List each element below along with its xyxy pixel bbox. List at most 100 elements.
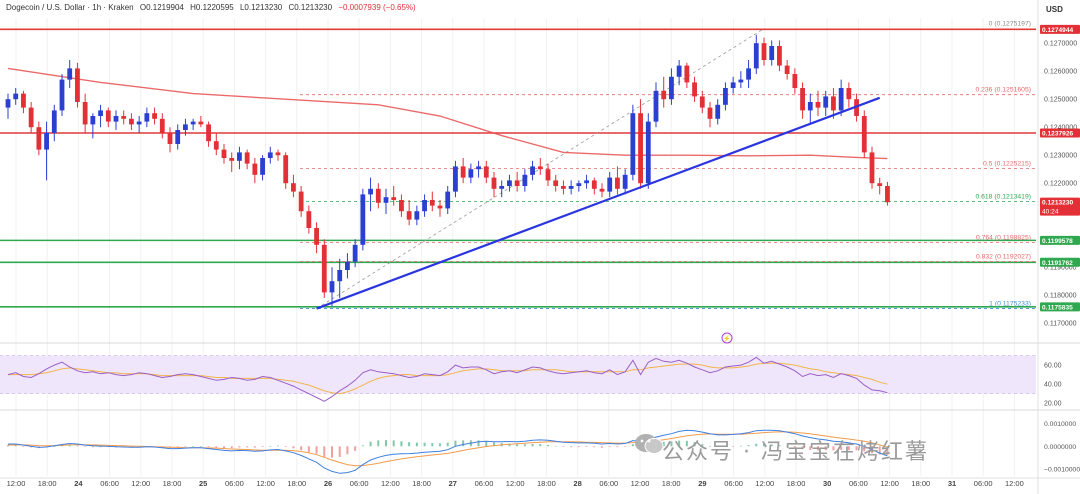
macd-histogram-bar (192, 446, 195, 447)
macd-histogram-bar (338, 446, 341, 458)
x-tick-label: 12:00 (880, 479, 899, 488)
candle-body (429, 200, 435, 206)
macd-histogram-bar (678, 440, 681, 447)
x-tick-label: 26 (324, 479, 332, 488)
candle-body (584, 180, 589, 184)
macd-histogram-bar (99, 446, 102, 448)
macd-histogram-bar (493, 442, 495, 447)
macd-histogram-bar (840, 446, 843, 450)
candle-body (476, 166, 481, 170)
macd-histogram-bar (292, 446, 295, 449)
macd-histogram-bar (547, 444, 549, 447)
macd-histogram-bar (886, 446, 889, 455)
x-tick-label: 18:00 (911, 479, 930, 488)
macd-histogram-bar (84, 446, 87, 447)
candle-body (213, 141, 219, 150)
candle-body (267, 152, 273, 158)
candle-body (622, 174, 628, 189)
candle-body (846, 88, 852, 100)
candle-body (5, 99, 11, 108)
candle-body (414, 211, 420, 220)
price-tag-label: 0.1237926 (1042, 131, 1074, 138)
rsi-tick-label: 60.00 (1044, 363, 1062, 370)
candle-body (260, 158, 265, 175)
candle-body (298, 191, 304, 212)
candle-body (638, 113, 643, 184)
candle-body (244, 152, 250, 164)
macd-histogram-bar (593, 446, 596, 448)
candle-body (98, 110, 103, 116)
x-tick-label: 06:00 (849, 479, 868, 488)
x-tick-label: 27 (449, 479, 457, 488)
price-tag (1040, 128, 1080, 138)
candle-body (568, 186, 574, 189)
price-tag-label: 0.1274944 (1042, 27, 1074, 34)
macd-histogram-bar (22, 446, 25, 447)
candle-body (337, 270, 343, 282)
fib-level-label: 1 (0.1175233) (989, 301, 1031, 308)
candle-body (514, 180, 520, 186)
candle-body (669, 76, 674, 100)
y-tick-label: 0.1250000 (1044, 97, 1077, 104)
macd-histogram-bar (601, 446, 603, 448)
macd-histogram-bar (824, 446, 827, 451)
candle-body (769, 46, 775, 60)
candle-body (468, 169, 474, 178)
candle-body (229, 158, 235, 161)
candle-body (206, 124, 211, 142)
ohlc-low: L0.1213230 (239, 3, 283, 12)
candle-body (113, 116, 119, 122)
macd-histogram-bar (369, 441, 372, 447)
candle-body (653, 90, 659, 122)
candle-body (105, 110, 111, 122)
x-tick-label: 12:00 (131, 479, 150, 488)
candle-body (607, 177, 613, 192)
macd-histogram-bar (793, 446, 796, 448)
wechat-icon (635, 434, 664, 454)
macd-histogram-bar (693, 442, 696, 447)
x-tick-label: 06:00 (974, 479, 993, 488)
fib-level-label: 0.5 (0.1225215) (983, 161, 1031, 168)
ohlc-change: −0.0007939 (−0.65%) (338, 3, 416, 12)
candle-body (715, 104, 721, 119)
macd-histogram-bar (277, 445, 279, 447)
macd-histogram-bar (701, 444, 704, 447)
candle-body (561, 186, 566, 189)
macd-histogram-bar (76, 445, 79, 447)
symbol-title: Dogecoin / U.S. Dollar · 1h · Kraken (6, 3, 134, 12)
candle-body (545, 169, 551, 181)
macd-histogram-bar (516, 444, 519, 447)
candle-body (144, 113, 150, 122)
candle-body (483, 166, 489, 178)
macd-histogram-bar (608, 446, 611, 447)
macd-histogram-bar (400, 441, 403, 447)
price-tag-label: 0.1191762 (1042, 260, 1073, 267)
macd-histogram-bar (261, 446, 264, 447)
x-tick-label: 30 (823, 479, 831, 488)
fib-level-label: 0.764 (0.1198825) (976, 234, 1031, 241)
candle-body (661, 90, 667, 100)
candle-body (522, 174, 528, 186)
x-tick-label: 18:00 (287, 479, 306, 488)
candle-body (460, 166, 466, 178)
candle-body (499, 186, 505, 189)
macd-histogram-bar (215, 446, 218, 448)
candle-body (190, 121, 196, 125)
macd-histogram-bar (832, 446, 835, 451)
candle-body (59, 79, 65, 111)
y-tick-label: 0.1170000 (1044, 321, 1077, 328)
x-tick-label: 24 (74, 479, 83, 488)
macd-tick-label: 0.0000000 (1044, 444, 1076, 451)
x-tick-label: 12:00 (381, 479, 400, 488)
macd-histogram-bar (477, 440, 480, 447)
macd-line (8, 429, 888, 474)
fib-diagonal (316, 28, 765, 309)
candle-body (13, 93, 19, 100)
candle-body (861, 116, 867, 153)
candle-body (90, 116, 96, 125)
macd-histogram-bar (709, 446, 711, 447)
x-tick-label: 29 (698, 479, 706, 488)
macd-histogram-bar (539, 444, 542, 447)
